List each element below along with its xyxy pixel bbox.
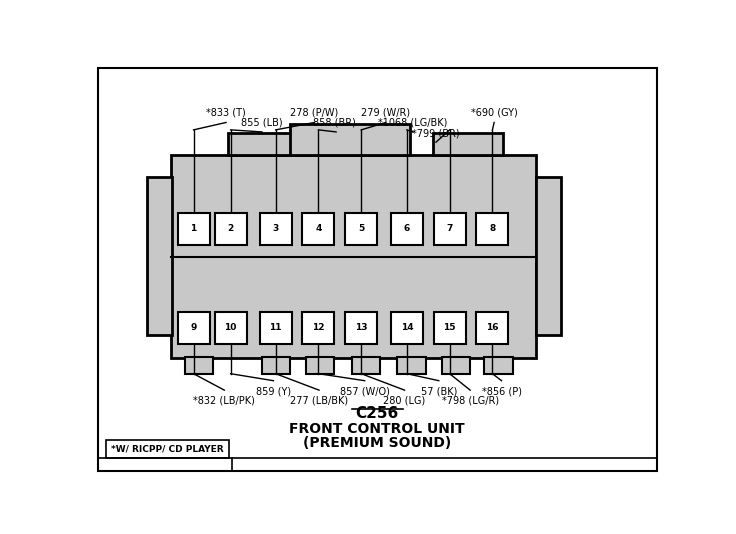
Text: 5: 5 (358, 224, 364, 233)
Text: 57 (BK): 57 (BK) (420, 387, 457, 397)
Text: 10: 10 (224, 323, 237, 332)
Text: *1068 (LG/BK): *1068 (LG/BK) (378, 118, 447, 128)
Text: *832 (LB/PK): *832 (LB/PK) (194, 396, 255, 406)
Text: 280 (LG): 280 (LG) (383, 396, 425, 406)
Bar (177, 312, 210, 344)
Bar (185, 357, 213, 374)
Text: 4: 4 (315, 224, 322, 233)
Text: 6: 6 (404, 224, 410, 233)
Bar (177, 213, 210, 245)
Bar (476, 213, 509, 245)
Text: 16: 16 (486, 323, 499, 332)
Text: 13: 13 (355, 323, 367, 332)
Bar (397, 357, 425, 374)
Text: *799 (BR): *799 (BR) (412, 128, 460, 138)
Bar (391, 312, 422, 344)
Bar (434, 213, 466, 245)
Bar (484, 357, 513, 374)
Bar (536, 177, 561, 335)
Bar (262, 357, 291, 374)
Text: 3: 3 (272, 224, 279, 233)
Text: 9: 9 (191, 323, 197, 332)
Text: 12: 12 (312, 323, 325, 332)
Bar (476, 312, 509, 344)
Text: C256: C256 (355, 406, 399, 421)
Text: 2: 2 (227, 224, 234, 233)
Text: 279 (W/R): 279 (W/R) (361, 107, 410, 117)
Bar (433, 133, 503, 154)
Text: *798 (LG/R): *798 (LG/R) (442, 396, 499, 406)
Bar (391, 213, 422, 245)
Text: 14: 14 (400, 323, 413, 332)
Text: 11: 11 (269, 323, 282, 332)
Bar (291, 124, 410, 154)
Bar (215, 312, 247, 344)
Text: *856 (P): *856 (P) (481, 387, 522, 397)
Bar (345, 213, 377, 245)
Text: *690 (GY): *690 (GY) (471, 107, 517, 117)
Text: 859 (Y): 859 (Y) (256, 387, 291, 397)
Bar (306, 357, 334, 374)
Text: 1: 1 (191, 224, 197, 233)
Text: 855 (LB): 855 (LB) (241, 118, 283, 128)
Bar (302, 213, 334, 245)
Text: 15: 15 (443, 323, 456, 332)
Text: *W/ RICPP/ CD PLAYER: *W/ RICPP/ CD PLAYER (111, 444, 224, 453)
Text: 8: 8 (489, 224, 495, 233)
Bar (146, 177, 171, 335)
Bar (302, 312, 334, 344)
Bar (352, 357, 380, 374)
Text: 278 (P/W): 278 (P/W) (290, 107, 339, 117)
Text: 277 (LB/BK): 277 (LB/BK) (290, 396, 348, 406)
Text: 858 (BR): 858 (BR) (313, 118, 356, 128)
Bar (171, 154, 536, 358)
Text: *833 (T): *833 (T) (206, 107, 246, 117)
Bar (260, 312, 291, 344)
Text: FRONT CONTROL UNIT: FRONT CONTROL UNIT (289, 422, 465, 436)
Bar (227, 133, 295, 154)
Text: 857 (W/O): 857 (W/O) (340, 387, 389, 397)
Bar (106, 441, 229, 458)
Bar (345, 312, 377, 344)
Text: 7: 7 (447, 224, 453, 233)
Bar (215, 213, 247, 245)
Bar (260, 213, 291, 245)
Bar (434, 312, 466, 344)
Bar (442, 357, 470, 374)
Text: (PREMIUM SOUND): (PREMIUM SOUND) (303, 436, 451, 450)
